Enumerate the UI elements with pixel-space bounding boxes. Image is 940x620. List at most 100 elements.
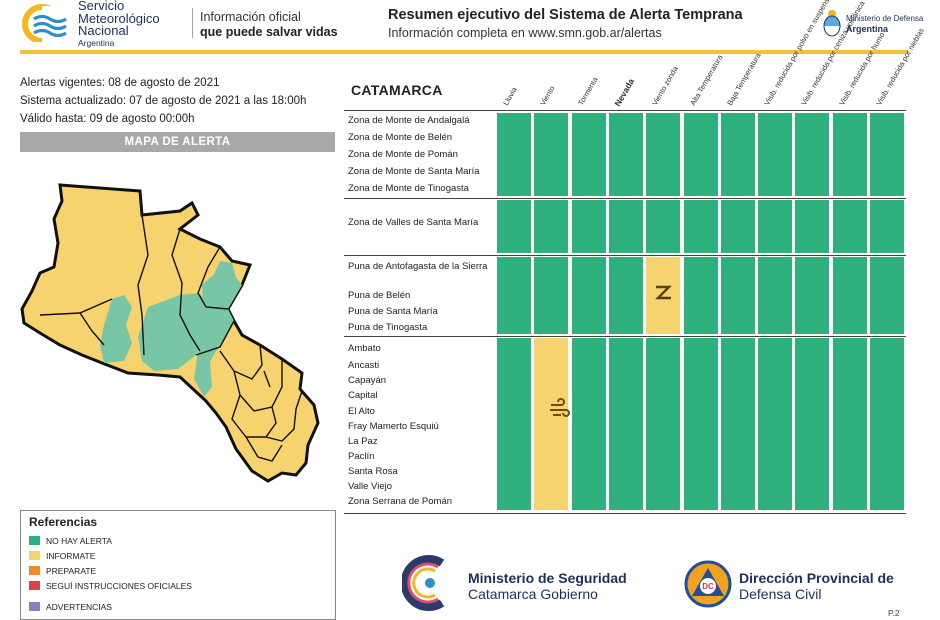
alert-cell-no-alert <box>683 113 718 196</box>
alert-cell-no-alert <box>497 257 531 334</box>
dc-line2: Defensa Civil <box>739 586 822 602</box>
column-header: Nevada <box>612 76 637 108</box>
zone-label: Zona de Monte de Belén <box>348 132 453 143</box>
zone-label: Puna de Santa María <box>348 306 438 317</box>
zone-label: El Alto <box>348 406 375 417</box>
references-legend: Referencias NO HAY ALERTA INFORMATE PREPAR… <box>20 510 336 620</box>
reference-label: PREPARATE <box>46 565 97 576</box>
reference-swatch <box>29 602 40 611</box>
alert-cell-no-alert <box>832 257 867 334</box>
alert-cell-no-alert <box>758 338 793 510</box>
alert-cell-no-alert <box>795 338 830 510</box>
alert-grid: CATAMARCA Lluvia Viento Tormenta Nevada Vien… <box>344 0 926 520</box>
argentina-emblem-icon <box>823 10 841 37</box>
alert-cell-no-alert <box>571 113 606 196</box>
header-divider <box>192 8 193 38</box>
zone-label: Ancasti <box>348 360 380 371</box>
dc-badge-text: DC <box>702 582 714 591</box>
ministerio-seguridad-label: Ministerio de Seguridad Catamarca Gobier… <box>468 570 627 602</box>
group-divider <box>344 110 906 111</box>
alert-cell-no-alert <box>795 113 830 196</box>
column-header: Alta Temperatura <box>687 53 724 107</box>
alert-cell-no-alert <box>683 257 718 334</box>
alert-cell-no-alert <box>720 338 755 510</box>
reference-label: NO HAY ALERTA <box>46 535 112 546</box>
valid-until: Válido hasta: 09 de agosto 00:00h <box>20 113 195 125</box>
alert-cell-no-alert <box>608 113 643 196</box>
alert-cell-no-alert <box>870 113 904 196</box>
group-divider <box>344 336 906 337</box>
alert-cell-no-alert <box>832 200 867 253</box>
zone-label: Zona de Monte de Santa María <box>348 166 480 177</box>
smn-logo-icon <box>22 4 76 42</box>
tagline-line2: que puede salvar vidas <box>200 25 338 39</box>
alert-cell-no-alert <box>795 257 830 334</box>
alert-cell-no-alert <box>608 200 643 253</box>
system-updated: Sistema actualizado: 07 de agosto de 202… <box>20 95 307 107</box>
map-title: MAPA DE ALERTA <box>20 132 335 152</box>
alert-cell-no-alert <box>720 200 755 253</box>
zone-label: Valle Viejo <box>348 481 393 492</box>
alert-info: Alertas vigentes: 08 de agosto de 2021 S… <box>20 74 306 128</box>
zone-label: Zona de Monte de Pomán <box>348 149 458 160</box>
reference-item: ADVERTENCIAS <box>29 599 327 614</box>
green-zone-north <box>212 261 236 285</box>
alert-cell-no-alert <box>683 200 718 253</box>
reference-label: ADVERTENCIAS <box>46 601 112 612</box>
page-subtitle: Información completa en www.smn.gob.ar/a… <box>388 26 662 40</box>
ministerio-line1: Ministerio de Seguridad <box>468 570 627 586</box>
zone-label: Ambato <box>348 343 381 354</box>
district-boundaries <box>39 214 303 462</box>
green-zone-center <box>138 293 208 371</box>
zone-label: La Paz <box>348 436 378 447</box>
green-zone-west <box>100 295 132 363</box>
page-header: Servicio Meteorológico Nacional Argentin… <box>0 0 940 50</box>
ministry-line1: Ministerio de Defensa <box>846 14 924 23</box>
zone-label: Santa Rosa <box>348 466 398 477</box>
alert-cell-no-alert <box>720 257 755 334</box>
reference-item: SEGUÍ INSTRUCCIONES OFICIALES <box>29 578 327 593</box>
org-line: Servicio <box>78 0 125 13</box>
column-header: Tormenta <box>575 75 600 107</box>
zone-label: Capital <box>348 390 378 401</box>
alert-map <box>20 183 320 483</box>
zone-label: Zona de Monte de Tinogasta <box>348 183 469 194</box>
alert-cell-no-alert <box>832 338 867 510</box>
zone-label: Zona de Monte de Andalgalá <box>348 115 470 126</box>
alert-cell-no-alert <box>571 338 606 510</box>
reference-swatch <box>29 581 40 590</box>
region-title: CATAMARCA <box>351 82 443 98</box>
reference-swatch <box>29 536 40 545</box>
reference-item: NO HAY ALERTA <box>29 533 327 548</box>
alert-cell-no-alert <box>497 200 531 253</box>
alert-cell-informate <box>646 257 681 334</box>
alert-cell-no-alert <box>870 257 904 334</box>
reference-label: SEGUÍ INSTRUCCIONES OFICIALES <box>46 580 192 591</box>
references-title: Referencias <box>29 515 98 529</box>
group-divider <box>344 255 906 256</box>
ministry-label: Ministerio de Defensa Argentina <box>846 14 923 35</box>
zone-label: Paclín <box>348 451 375 462</box>
column-header: Lluvia <box>501 85 519 107</box>
group-divider <box>344 198 906 199</box>
alert-cell-no-alert <box>534 257 569 334</box>
ministry-line2: Argentina <box>846 24 889 34</box>
alert-cell-no-alert <box>832 113 867 196</box>
org-line: Meteorológico <box>78 10 160 26</box>
alert-cell-no-alert <box>608 338 643 510</box>
reference-item: INFORMATE <box>29 548 327 563</box>
smn-name: Servicio Meteorológico Nacional Argentin… <box>78 0 160 48</box>
wind-icon <box>550 398 570 417</box>
alert-cell-no-alert <box>646 200 681 253</box>
alert-cell-no-alert <box>646 113 681 196</box>
alert-cell-no-alert <box>608 257 643 334</box>
zone-label: Puna de Belén <box>348 290 411 301</box>
alert-cell-no-alert <box>870 338 904 510</box>
org-line: Nacional <box>78 23 129 38</box>
alert-cell-no-alert <box>795 200 830 253</box>
alert-cell-no-alert <box>720 113 755 196</box>
defensa-civil-logo-icon: DC <box>684 560 732 608</box>
references-list: NO HAY ALERTA INFORMATE PREPARATE SEGUÍ INS… <box>29 533 327 614</box>
zonda-icon <box>655 285 672 300</box>
header-rule <box>20 50 908 54</box>
